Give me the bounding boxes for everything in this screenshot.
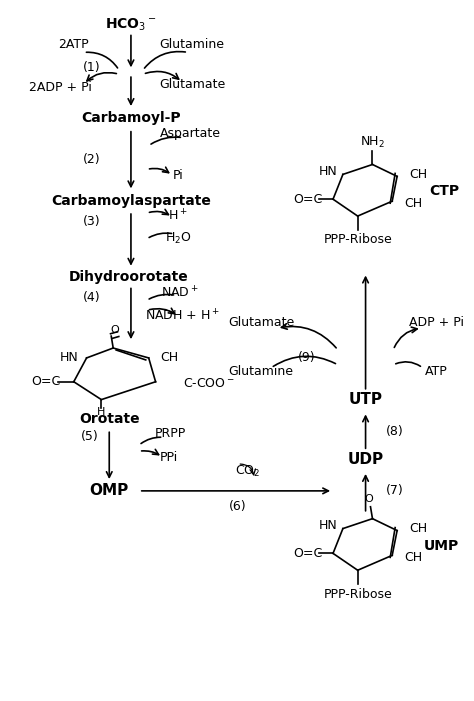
Text: (7): (7) [386,484,404,498]
Text: NH$_2$: NH$_2$ [360,135,385,150]
Text: PRPP: PRPP [155,427,186,440]
Text: CH: CH [409,522,427,535]
Text: Orotate: Orotate [79,412,139,426]
Text: Glutamate: Glutamate [159,78,225,90]
Text: H: H [97,407,106,416]
Text: H$_2$O: H$_2$O [165,231,191,247]
Text: Aspartate: Aspartate [160,128,220,140]
Text: (2): (2) [82,153,100,166]
Text: CTP: CTP [429,184,459,198]
Text: UTP: UTP [348,392,383,407]
Text: O=C: O=C [293,193,322,205]
Text: ATP: ATP [425,365,448,379]
Text: (6): (6) [228,501,246,513]
Text: UDP: UDP [347,451,383,467]
Text: Glutamine: Glutamine [160,38,225,51]
Text: Glutamate: Glutamate [228,315,294,329]
Text: CH: CH [404,197,422,210]
Text: Dihydroorotate: Dihydroorotate [69,270,189,284]
Text: UMP: UMP [424,540,459,553]
Text: NAD$^+$: NAD$^+$ [161,285,199,300]
Text: OMP: OMP [90,484,129,498]
Text: CO$_2$: CO$_2$ [235,463,260,479]
Text: H$^+$: H$^+$ [168,208,188,224]
Text: HN: HN [319,165,337,178]
Text: HN: HN [59,351,78,365]
Text: (3): (3) [82,215,100,228]
Text: NADH + H$^+$: NADH + H$^+$ [145,308,219,324]
Text: O: O [364,494,373,504]
Text: HCO$_3$$^-$: HCO$_3$$^-$ [105,16,157,33]
Text: (1): (1) [82,61,100,74]
Text: O=C: O=C [32,375,61,388]
Text: 2ATP: 2ATP [58,38,89,51]
Text: ADP + Pi: ADP + Pi [409,315,464,329]
Text: (5): (5) [81,430,99,443]
Text: PPP-Ribose: PPP-Ribose [323,587,392,601]
Text: (4): (4) [82,291,100,304]
Text: 2ADP + Pi: 2ADP + Pi [28,81,91,94]
Text: Carbamoyl-P: Carbamoyl-P [81,111,181,125]
Text: HN: HN [319,519,337,532]
Text: PPP-Ribose: PPP-Ribose [323,233,392,246]
Text: O=C: O=C [293,547,322,560]
Text: PPi: PPi [159,451,178,463]
Text: CH: CH [409,168,427,181]
Text: (8): (8) [386,425,404,438]
Text: O: O [111,325,119,335]
Text: Carbamoylaspartate: Carbamoylaspartate [51,194,211,208]
Text: Pi: Pi [173,169,183,182]
Text: CH: CH [161,351,179,365]
Text: (9): (9) [298,351,315,365]
Text: C-COO$^-$: C-COO$^-$ [183,377,235,390]
Text: CH: CH [404,551,422,564]
Text: Glutamine: Glutamine [228,365,293,379]
